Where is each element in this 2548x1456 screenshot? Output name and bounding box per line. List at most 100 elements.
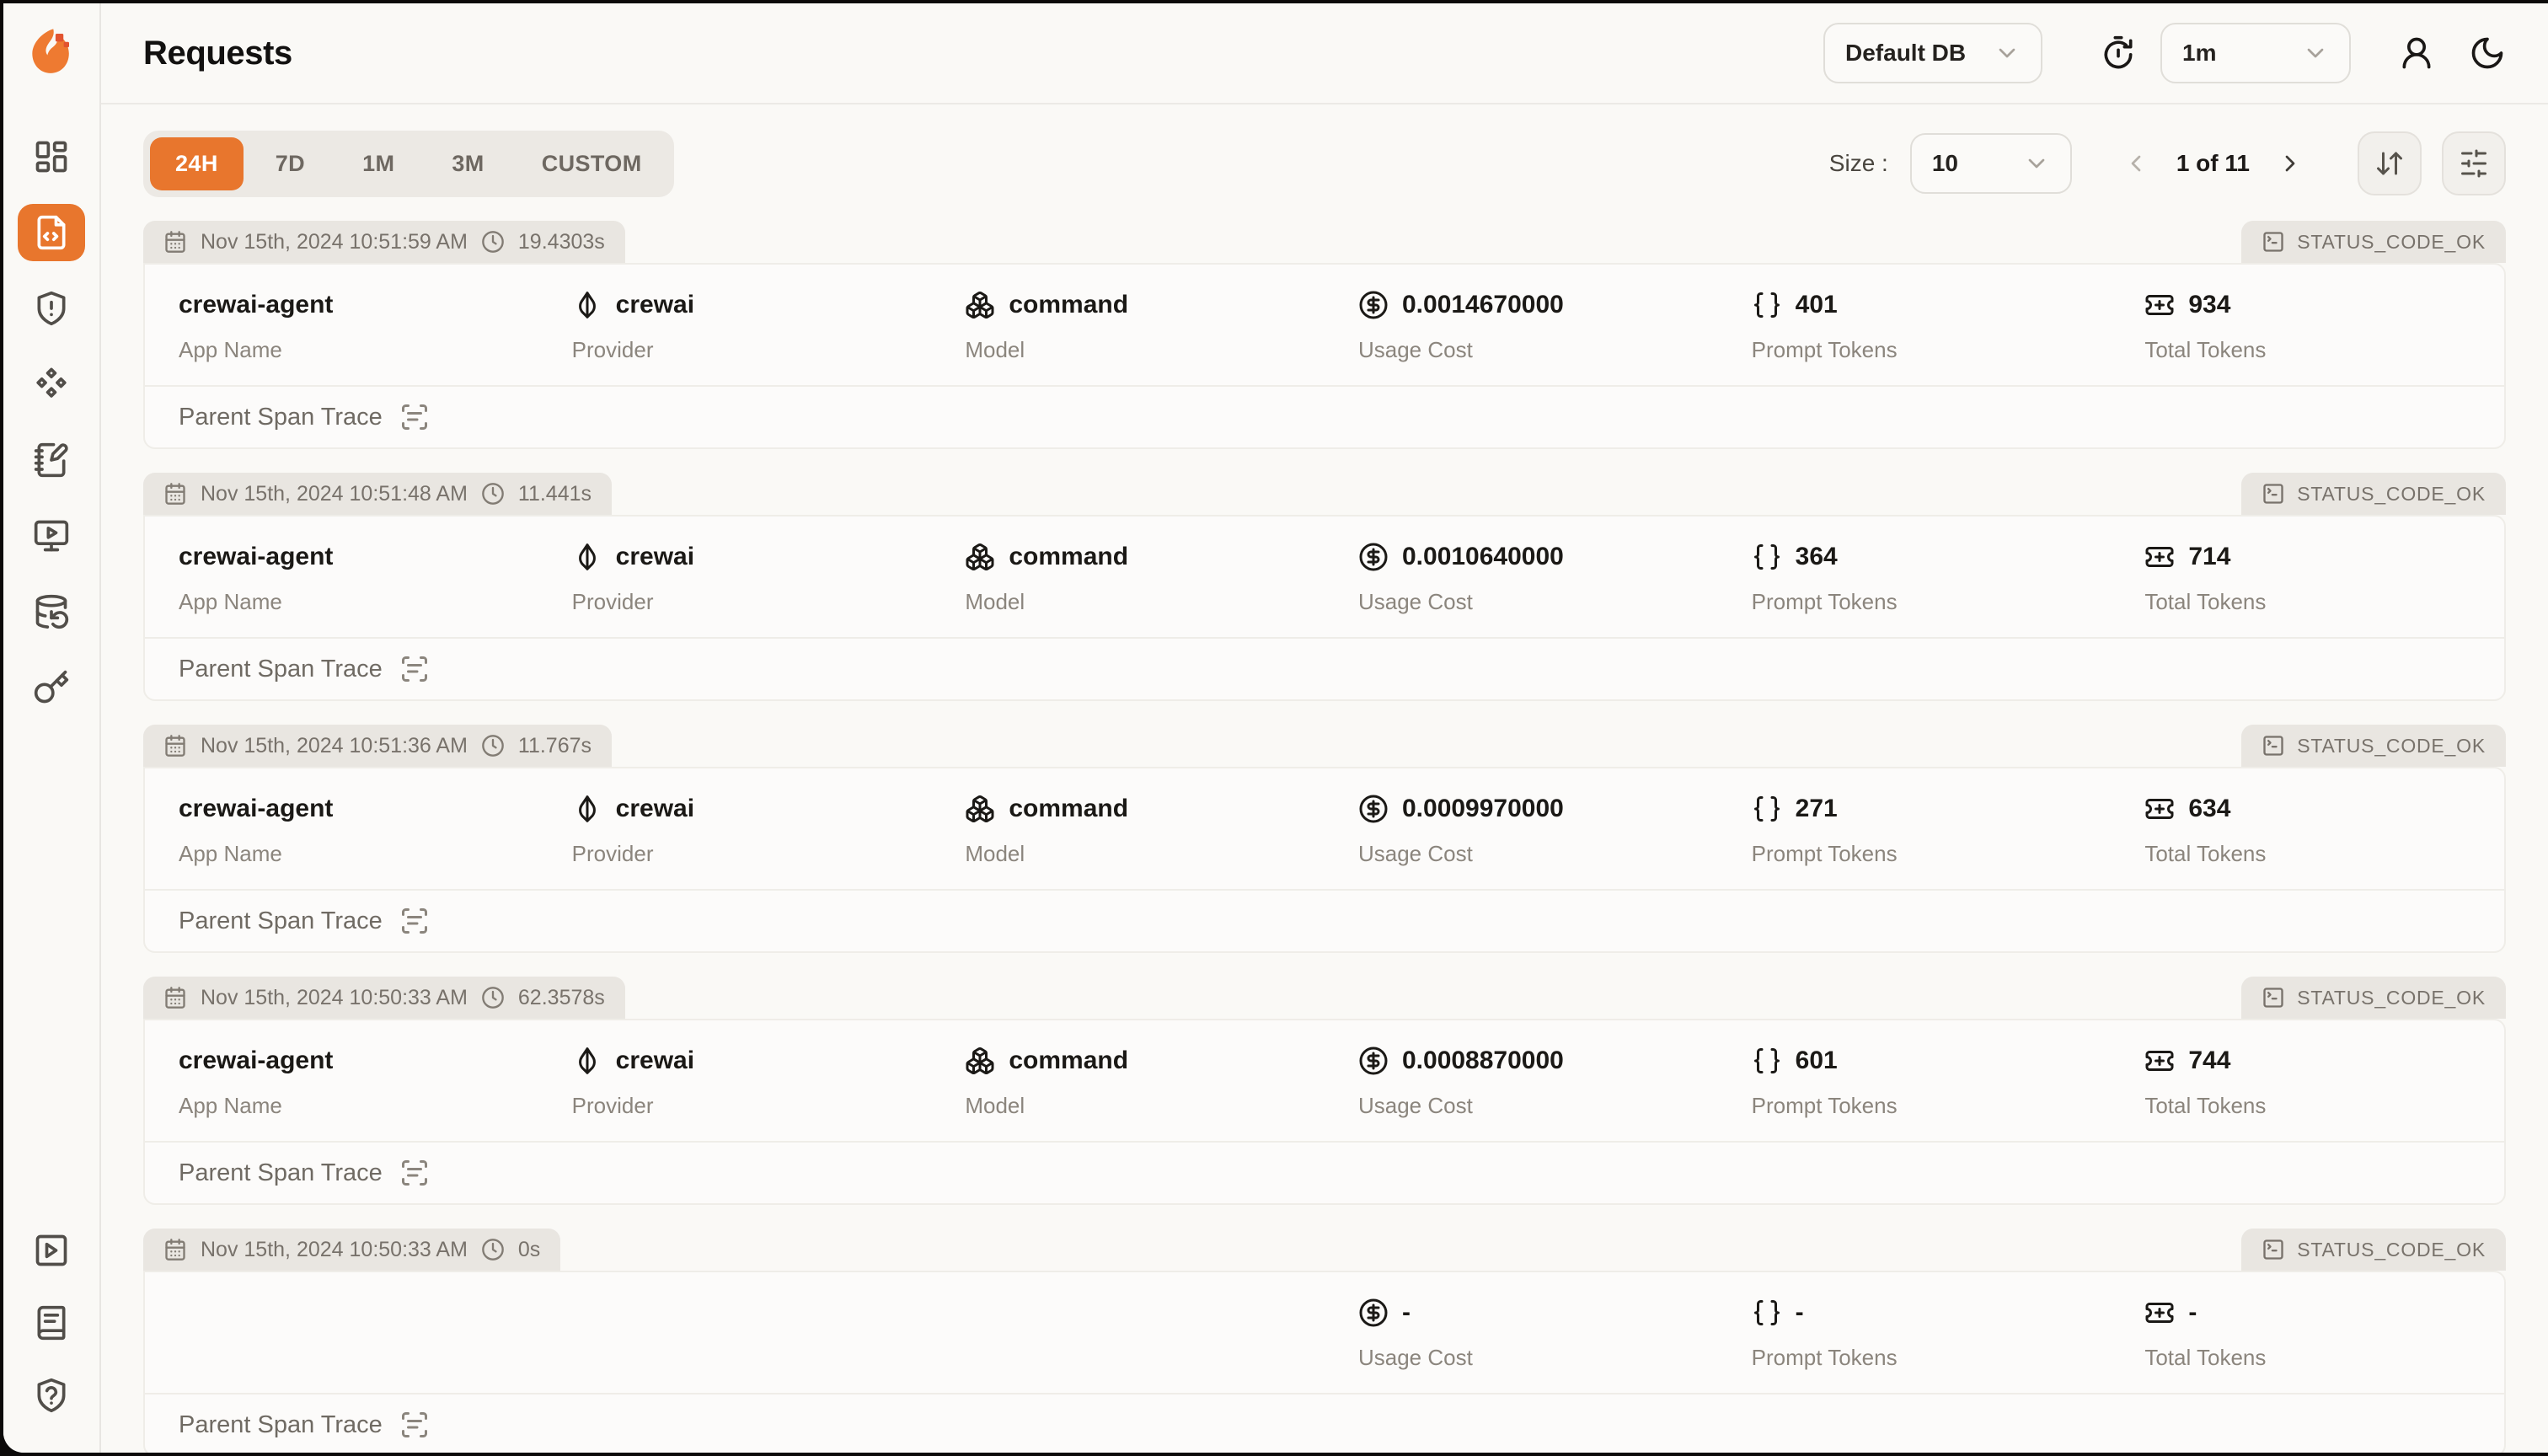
scan-text-icon[interactable] [399,906,430,936]
status-text: STATUS_CODE_OK [2297,482,2486,505]
chevron-left-icon [2122,150,2149,177]
sliders-icon [2459,148,2489,179]
sidebar-item-requests[interactable] [18,204,85,261]
status-badge: STATUS_CODE_OK [2241,1228,2506,1271]
field-prompt-tokens: - Prompt Tokens [1751,1298,1898,1370]
time-range-tab-custom[interactable]: CUSTOM [517,137,667,190]
parent-span-trace-row: Parent Span Trace [145,1141,2504,1203]
shield-question-icon [33,1377,70,1414]
dashboard-icon [33,138,70,175]
field-provider: crewai Provider [571,290,695,362]
shield-alert-icon [33,290,70,327]
database-backup-icon [33,593,70,630]
database-select-value: Default DB [1845,40,1967,66]
sidebar-item-databases[interactable] [18,583,85,640]
field-prompt-tokens: 401 Prompt Tokens [1751,290,1898,362]
clock-icon [481,734,505,757]
provider-icon [572,290,602,320]
time-range-tab-1m[interactable]: 1M [337,137,420,190]
sidebar-item-dashboard[interactable] [18,128,85,185]
field-model: command Model [965,543,1129,614]
braces-icon [1752,290,1782,320]
request-timestamp: Nov 15th, 2024 10:51:36 AM [201,733,468,757]
parent-span-trace-label: Parent Span Trace [179,1410,383,1438]
book-icon [33,1304,70,1341]
clock-icon [481,482,505,506]
request-card[interactable]: Nov 15th, 2024 10:51:59 AM 19.4303s STAT… [143,221,2506,449]
braces-icon [1752,542,1782,572]
sidebar-item-documentation[interactable] [18,1294,85,1352]
refresh-timer-button[interactable] [2100,35,2137,72]
page-size-select[interactable]: 10 [1909,133,2072,194]
dark-mode-toggle[interactable] [2469,35,2506,72]
toolbar: 24H 7D 1M 3M CUSTOM Size : 10 1 of 11 [101,104,2548,197]
calendar-icon [163,230,187,254]
sidebar-item-api-keys[interactable] [18,659,85,716]
time-range-tab-7d[interactable]: 7D [250,137,330,190]
user-profile-button[interactable] [2398,35,2435,72]
chevron-down-icon [2302,40,2329,67]
request-time-chip: Nov 15th, 2024 10:51:48 AM 11.441s [143,473,613,515]
filter-button[interactable] [2442,131,2506,195]
calendar-icon [163,482,187,506]
chevron-right-icon [2277,150,2304,177]
request-time-chip: Nov 15th, 2024 10:51:59 AM 19.4303s [143,221,625,263]
sidebar-nav [18,128,85,735]
field-usage-cost: 0.0014670000 Usage Cost [1357,290,1564,362]
time-range-tabs: 24H 7D 1M 3M CUSTOM [143,130,674,197]
refresh-interval-select[interactable]: 1m [2160,23,2351,83]
request-timestamp: Nov 15th, 2024 10:51:59 AM [201,229,468,254]
sidebar-item-playground[interactable] [18,507,85,565]
database-select[interactable]: Default DB [1823,23,2042,83]
request-card[interactable]: Nov 15th, 2024 10:50:33 AM 0s STATUS_COD… [143,1228,2506,1453]
scan-text-icon[interactable] [399,1158,430,1188]
sidebar-item-vault[interactable] [18,356,85,413]
time-range-tab-3m[interactable]: 3M [426,137,509,190]
sidebar-item-support[interactable] [18,1367,85,1424]
clock-icon [481,1238,505,1261]
provider-icon [572,1046,602,1076]
parent-span-trace-row: Parent Span Trace [145,637,2504,699]
request-card[interactable]: Nov 15th, 2024 10:51:36 AM 11.767s STATU… [143,725,2506,953]
field-total-tokens: 634 Total Tokens [2144,795,2267,866]
app-logo[interactable] [26,3,77,104]
request-duration: 19.4303s [517,229,605,254]
sort-button[interactable] [2358,131,2422,195]
sidebar-item-openground[interactable] [18,431,85,489]
request-timestamp: Nov 15th, 2024 10:50:33 AM [201,985,468,1009]
request-duration: 0s [517,1237,541,1261]
field-app-name: crewai-agent App Name [179,1046,334,1118]
terminal-icon [2262,230,2285,254]
previous-page-button[interactable] [2116,143,2156,184]
field-model: command Model [965,795,1129,866]
request-card[interactable]: Nov 15th, 2024 10:50:33 AM 62.3578s STAT… [143,977,2506,1205]
pagination: 1 of 11 [2116,143,2310,184]
field-total-tokens: 934 Total Tokens [2144,291,2267,362]
field-provider: crewai Provider [571,543,695,614]
sidebar-item-getting-started[interactable] [18,1222,85,1279]
boxes-icon [965,290,995,320]
size-label: Size : [1828,150,1888,176]
clock-icon [481,230,505,254]
status-text: STATUS_CODE_OK [2297,734,2486,757]
status-badge: STATUS_CODE_OK [2241,725,2506,767]
parent-span-trace-label: Parent Span Trace [179,403,383,431]
dollar-icon [1358,290,1389,320]
request-duration: 11.767s [517,733,592,757]
field-app-name: crewai-agent App Name [179,795,334,866]
page-size-value: 10 [1931,150,1958,176]
sidebar-item-exceptions[interactable] [18,280,85,337]
request-card[interactable]: Nov 15th, 2024 10:51:48 AM 11.441s STATU… [143,473,2506,701]
status-text: STATUS_CODE_OK [2297,1238,2486,1261]
scan-text-icon[interactable] [399,1410,430,1440]
braces-icon [1752,794,1782,824]
refresh-interval-value: 1m [2182,40,2217,66]
request-time-chip: Nov 15th, 2024 10:51:36 AM 11.767s [143,725,613,767]
time-range-tab-24h[interactable]: 24H [150,136,244,190]
scan-text-icon[interactable] [399,654,430,684]
next-page-button[interactable] [2270,143,2310,184]
terminal-icon [2262,986,2285,1009]
scan-text-icon[interactable] [399,402,430,432]
field-app-name: crewai-agent App Name [179,543,334,614]
clock-icon [481,986,505,1009]
